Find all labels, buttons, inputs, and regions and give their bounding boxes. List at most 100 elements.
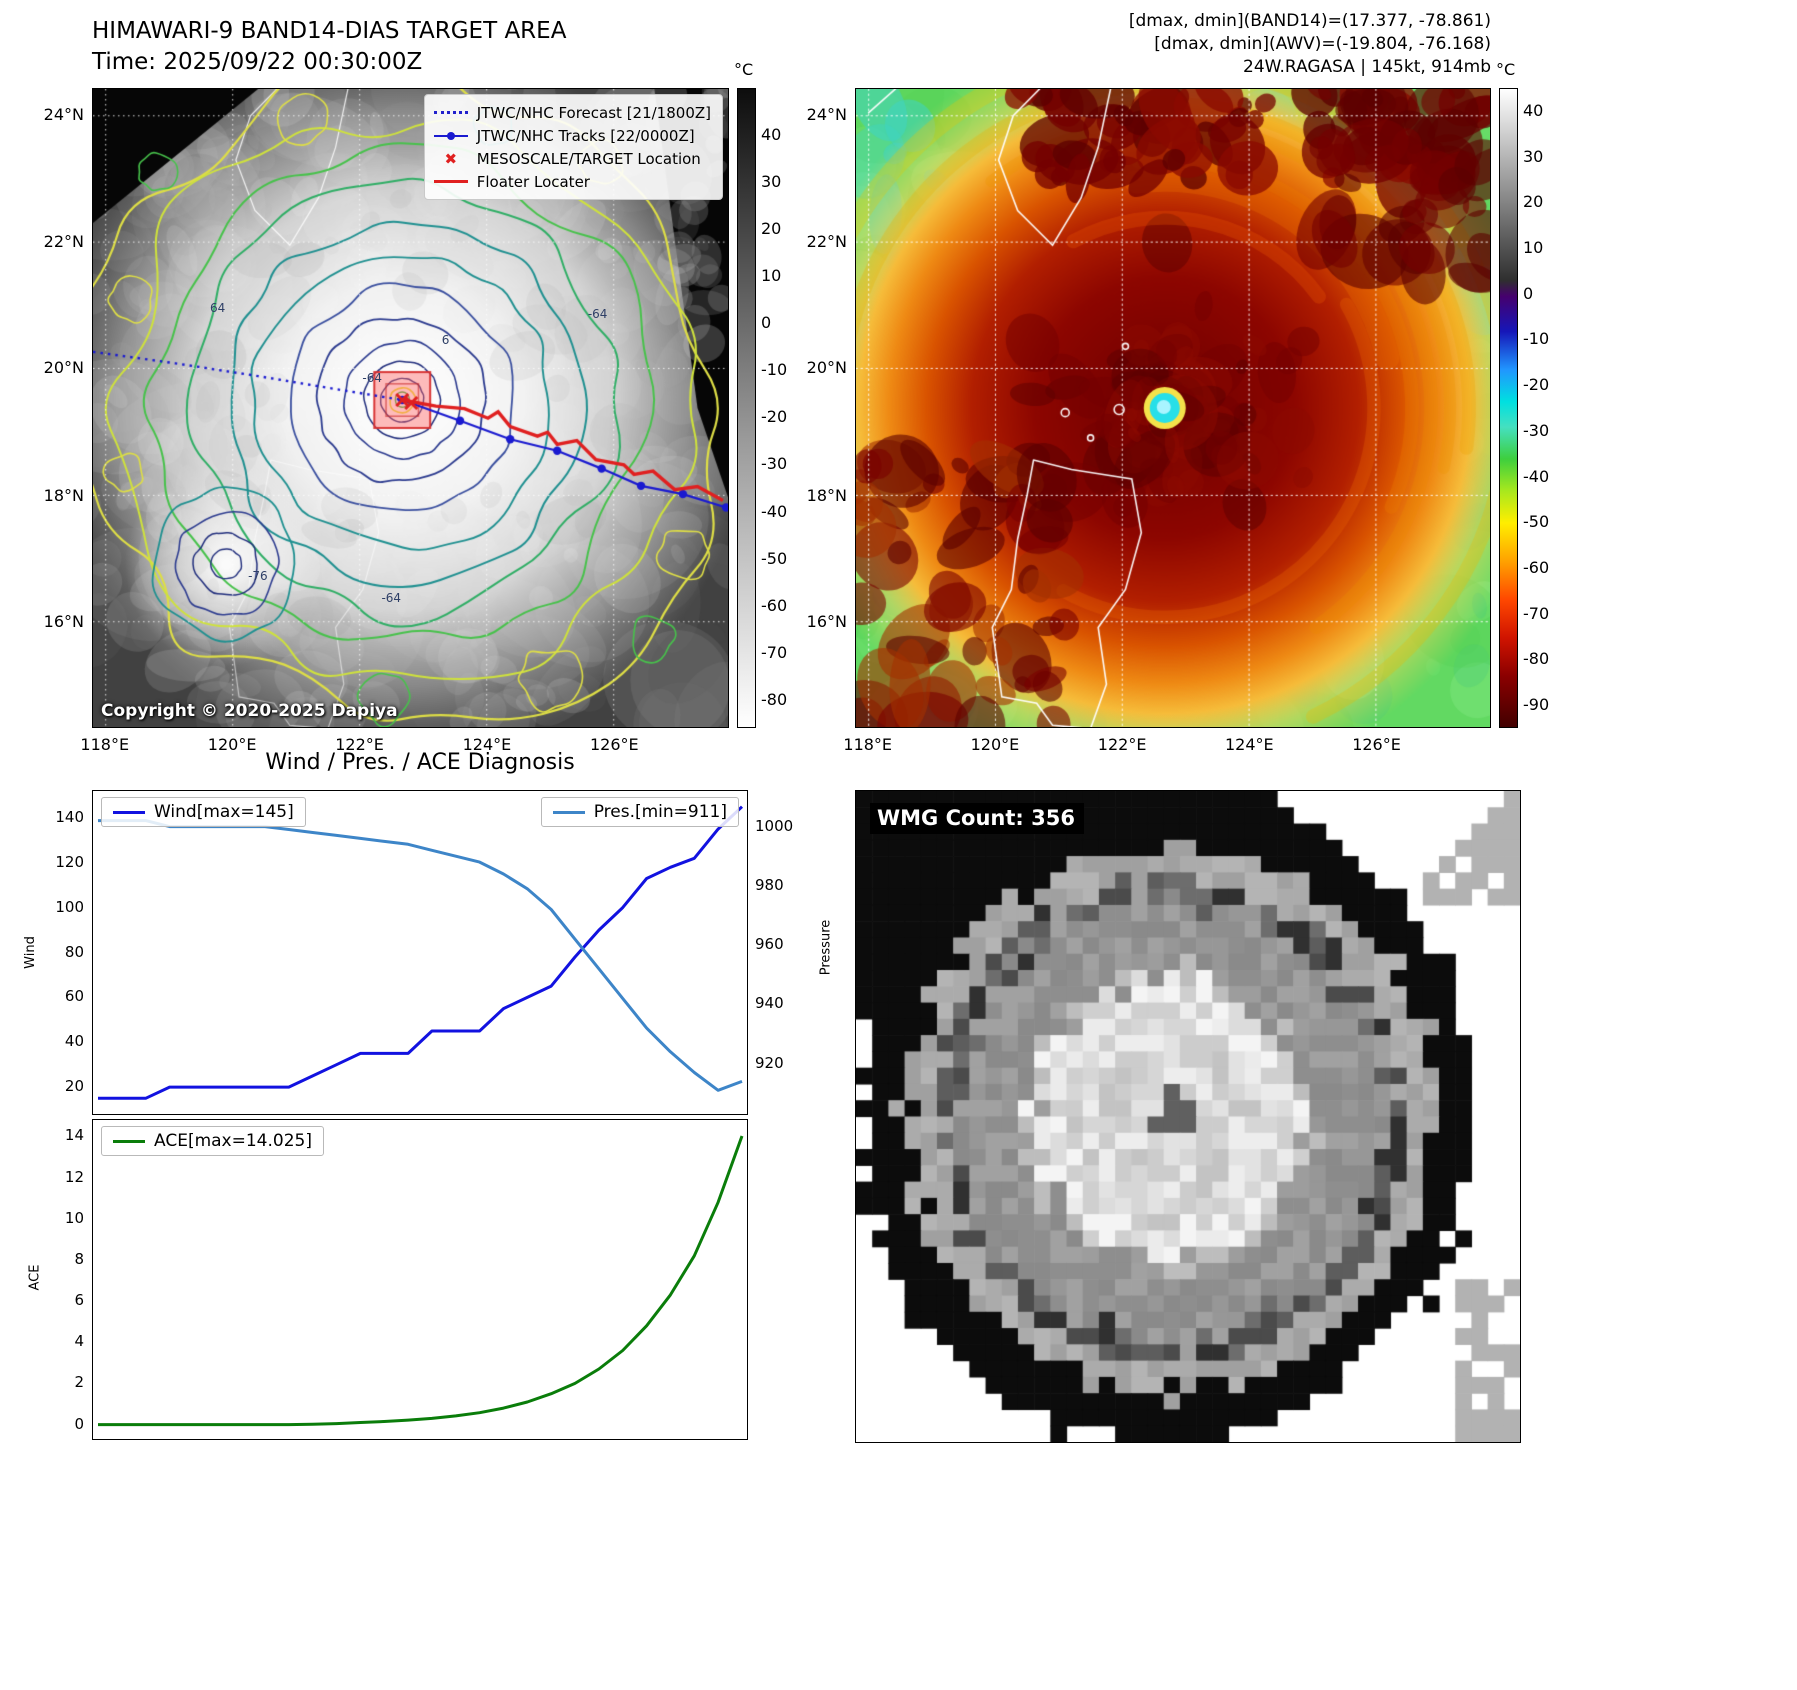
colorbar-tick-label: -50 (761, 548, 788, 568)
lat-tick-label: 20°N (806, 358, 847, 378)
legend-swatch-dotted (433, 111, 468, 114)
left-header: HIMAWARI-9 BAND14-DIAS TARGET AREA Time:… (92, 16, 566, 78)
colorbar-tick-label: 0 (1523, 283, 1534, 303)
lat-tick-label: 22°N (43, 231, 84, 251)
legend-item-0: JTWC/NHC Forecast [21/1800Z] (433, 101, 711, 124)
legend-swatch-line (433, 180, 468, 183)
legend-label: Wind[max=145] (154, 802, 294, 822)
diagnosis-title: Wind / Pres. / ACE Diagnosis (265, 750, 575, 775)
y-tick-label: 140 (55, 807, 84, 826)
lon-tick-label: 118°E (80, 735, 130, 754)
colorbar-tick-label: 40 (761, 125, 782, 145)
awv-colorbar-unit: °C (1496, 60, 1516, 79)
contour-label: -64 (381, 591, 402, 606)
colorbar-tick-label: -10 (761, 360, 788, 380)
legend-line-swatch (113, 810, 145, 814)
colorbar-tick-label: -30 (761, 454, 788, 474)
colorbar-tick-label: -40 (761, 501, 788, 521)
legend-wind: Wind[max=145] (101, 797, 306, 827)
y-tick-label: 8 (74, 1249, 84, 1268)
y-tick-label: 6 (74, 1291, 84, 1310)
legend-line-swatch (113, 1139, 145, 1143)
y-tick-label: 980 (755, 875, 784, 894)
contour-label: 6 (441, 333, 450, 347)
colorbar-tick-label: -50 (1523, 512, 1550, 532)
map-title: HIMAWARI-9 BAND14-DIAS TARGET AREA (92, 18, 567, 44)
awv-satellite-map (855, 88, 1491, 728)
legend-item-2: ✖ MESOSCALE/TARGET Location (434, 147, 711, 170)
storm-id-intensity: 24W.RAGASA | 145kt, 914mb (1243, 57, 1491, 77)
wmg-count-label: WMG Count: 356 (870, 803, 1084, 834)
legend-swatch-x-marker: ✖ (444, 149, 458, 168)
lat-tick-label: 16°N (43, 612, 84, 632)
y-tick-label: 920 (755, 1053, 784, 1072)
y-tick-label: 960 (755, 935, 784, 954)
legend-label: Pres.[min=911] (593, 802, 727, 822)
lat-tick-label: 22°N (806, 231, 847, 251)
dmax-dmin-awv: [dmax, dmin](AWV)=(-19.804, -76.168) (1154, 34, 1491, 54)
colorbar-tick-label: 30 (761, 172, 782, 192)
legend-label: MESOSCALE/TARGET Location (476, 149, 701, 168)
lon-tick-label: 126°E (590, 735, 639, 754)
legend-label: ACE[max=14.025] (154, 1131, 312, 1151)
chartAce-svg (98, 1135, 744, 1427)
colorbar-tick-label: -70 (761, 642, 788, 662)
lon-tick-label: 122°E (1097, 735, 1147, 754)
legend-label: Floater Locater (476, 172, 590, 191)
colorbar-tick-label: 30 (1523, 146, 1544, 166)
colorbar-tick-label: 10 (761, 266, 782, 286)
legend-item-3: Floater Locater (433, 170, 711, 193)
copyright-watermark: Copyright © 2020-2025 Dapiya (101, 701, 398, 721)
colorbar-tick-label: -10 (1523, 329, 1550, 349)
colorbar-tick-label: 0 (761, 313, 772, 333)
track-legend: JTWC/NHC Forecast [21/1800Z] JTWC/NHC Tra… (423, 94, 723, 200)
legend-pres: Pres.[min=911] (540, 797, 739, 827)
y-tick-label: 0 (74, 1414, 84, 1433)
map-time: Time: 2025/09/22 00:30:00Z (92, 49, 423, 75)
series-wind (98, 805, 744, 1100)
contour-label: -76 (248, 569, 268, 584)
wmg-pixel-image (856, 791, 1520, 1442)
colorbar-tick-label: -40 (1523, 466, 1550, 486)
lat-tick-label: 16°N (806, 612, 847, 632)
lon-tick-label: 126°E (1352, 735, 1401, 754)
band14-satellite-map: JTWC/NHC Forecast [21/1800Z] JTWC/NHC Tra… (92, 88, 729, 728)
lon-tick-label: 118°E (843, 735, 893, 754)
y-tick-label: 14 (64, 1126, 84, 1145)
lat-tick-label: 24°N (43, 104, 84, 124)
legend-ace: ACE[max=14.025] (101, 1126, 324, 1156)
y-tick-label: 4 (74, 1332, 84, 1351)
lon-tick-label: 120°E (970, 735, 1020, 754)
lon-tick-label: 120°E (207, 735, 257, 754)
wmg-panel: WMG Count: 356 (855, 790, 1521, 1443)
lon-tick-label: 122°E (335, 735, 384, 754)
lat-tick-label: 24°N (806, 104, 847, 124)
y-tick-label: 940 (755, 994, 784, 1013)
y-tick-label: 100 (55, 897, 84, 916)
band14-colorbar-unit: °C (734, 60, 754, 79)
y-tick-label: 1000 (755, 816, 794, 835)
colorbar-tick-label: -60 (761, 595, 788, 615)
right-header: [dmax, dmin](BAND14)=(17.377, -78.861) [… (1129, 10, 1491, 79)
y-tick-label: 60 (64, 987, 84, 1006)
pressure-axis-label: Pressure (818, 919, 834, 976)
colorbar-tick-label: -80 (761, 689, 788, 709)
colorbar-tick-label: -90 (1523, 695, 1550, 715)
y-tick-label: 12 (64, 1167, 84, 1186)
colorbar-tick-label: -30 (1523, 420, 1550, 440)
contour-label: -64 (587, 307, 608, 322)
y-tick-label: 20 (64, 1077, 84, 1096)
colorbar-tick-label: -20 (1523, 375, 1550, 395)
awv-satellite-image (856, 89, 1490, 727)
lat-tick-label: 18°N (43, 485, 84, 505)
lon-tick-label: 124°E (1224, 735, 1274, 754)
lon-tick-label: 124°E (462, 735, 512, 754)
lat-tick-label: 20°N (43, 358, 84, 378)
chartWind-svg (98, 805, 744, 1100)
colorbar-tick-label: -20 (761, 407, 788, 427)
colorbar-tick-label: -60 (1523, 558, 1550, 577)
lat-tick-label: 18°N (806, 485, 847, 505)
band14-colorbar (737, 88, 756, 728)
legend-item-1: JTWC/NHC Tracks [22/0000Z] (433, 124, 711, 147)
